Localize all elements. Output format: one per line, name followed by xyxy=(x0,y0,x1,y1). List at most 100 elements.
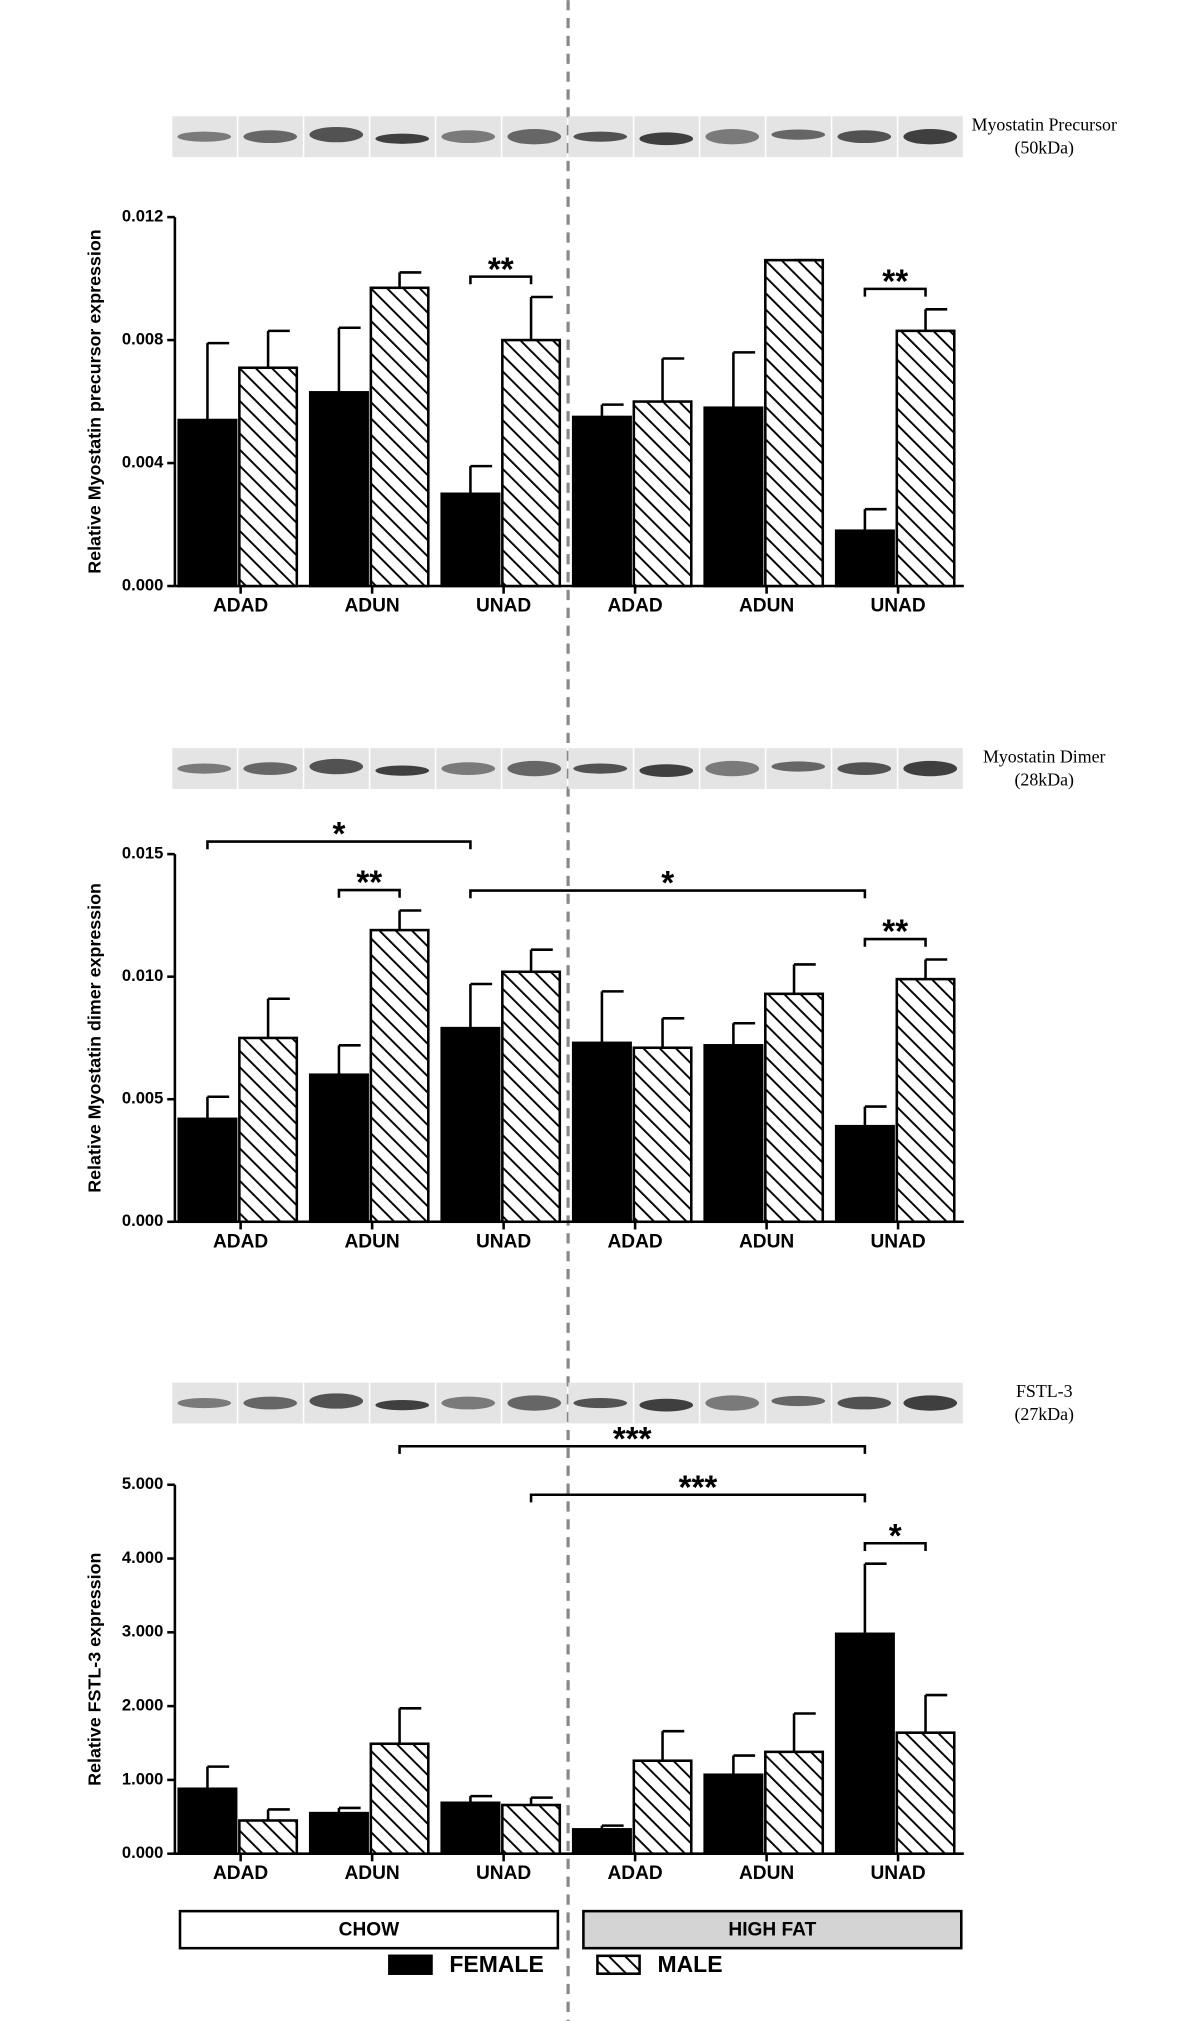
bar xyxy=(440,1026,501,1224)
y-tick-label: 0.005 xyxy=(122,1089,163,1108)
x-tick-label: UNAD xyxy=(476,1863,531,1884)
blot-band xyxy=(243,1396,298,1410)
blot-band xyxy=(177,763,232,774)
blot-band xyxy=(507,129,562,145)
error-bar xyxy=(337,1806,361,1814)
error-bar xyxy=(469,1794,493,1803)
blot-band xyxy=(771,761,826,772)
error-bar xyxy=(398,909,422,931)
bar xyxy=(703,1044,764,1224)
blot-label: (27kDa) xyxy=(1014,1404,1074,1425)
bar xyxy=(177,1117,238,1224)
blot-band xyxy=(771,129,826,140)
y-tick-label: 0.000 xyxy=(122,1843,163,1862)
bar xyxy=(238,366,299,588)
blot-band xyxy=(705,129,760,145)
bar xyxy=(238,1036,299,1224)
legend-label: MALE xyxy=(657,1951,722,1977)
blot-band xyxy=(507,760,562,777)
error-bar xyxy=(732,351,756,408)
x-tick-label: UNAD xyxy=(870,1863,925,1884)
significance-bracket xyxy=(337,888,401,898)
significance-bracket xyxy=(529,1493,867,1503)
significance-bracket xyxy=(469,889,867,899)
bar xyxy=(764,258,825,588)
blot-band xyxy=(309,1393,364,1409)
blot-band xyxy=(771,1395,826,1407)
x-tick-label: ADUN xyxy=(739,1863,794,1884)
error-bar xyxy=(206,1095,230,1119)
y-tick-label: 4.000 xyxy=(122,1548,163,1567)
error-bar xyxy=(924,958,948,980)
bar xyxy=(177,418,238,588)
error-bar xyxy=(732,1754,756,1775)
error-bar xyxy=(529,295,553,341)
x-tick-label: ADUN xyxy=(345,1231,400,1252)
y-tick-label: 0.000 xyxy=(122,1211,163,1230)
error-bar xyxy=(924,1693,948,1733)
error-bar xyxy=(792,963,816,994)
blot-band xyxy=(309,758,364,775)
error-bar xyxy=(398,1707,422,1744)
blot-band xyxy=(639,1398,694,1412)
blot-band xyxy=(705,1395,760,1411)
bar xyxy=(238,1819,299,1855)
bar xyxy=(571,1041,632,1224)
significance-label: * xyxy=(332,816,345,853)
significance-label: ** xyxy=(882,264,908,301)
blot-band xyxy=(837,130,892,144)
error-bar xyxy=(398,271,422,288)
blot-label: (50kDa) xyxy=(1014,138,1074,159)
blot-band xyxy=(243,762,298,775)
bar xyxy=(440,1801,501,1855)
bar xyxy=(369,928,430,1224)
legend-swatch xyxy=(596,1954,641,1975)
blot-band xyxy=(639,764,694,778)
bar xyxy=(703,1773,764,1855)
blot-band xyxy=(903,1395,958,1411)
error-bar xyxy=(600,403,624,417)
error-bar xyxy=(337,326,361,393)
bar xyxy=(571,415,632,588)
bar xyxy=(632,1759,693,1855)
error-bar xyxy=(529,1796,553,1805)
significance-label: ** xyxy=(882,914,908,951)
y-tick-label: 0.004 xyxy=(122,452,164,471)
error-bar xyxy=(863,1562,887,1634)
blot-band xyxy=(177,131,232,142)
bar xyxy=(895,329,956,588)
y-tick-label: 0.010 xyxy=(122,966,163,985)
error-bar xyxy=(469,464,493,494)
bar xyxy=(308,1073,369,1224)
x-tick-label: UNAD xyxy=(870,596,925,617)
error-bar xyxy=(732,1021,756,1046)
significance-label: * xyxy=(889,1518,902,1555)
bar xyxy=(369,286,430,588)
x-tick-label: ADAD xyxy=(607,1863,662,1884)
blot-band xyxy=(837,762,892,775)
x-tick-label: ADUN xyxy=(345,1863,400,1884)
x-tick-label: ADAD xyxy=(607,1231,662,1252)
bar xyxy=(632,400,693,588)
bar xyxy=(501,970,562,1224)
bar xyxy=(834,1124,895,1224)
blot-band xyxy=(573,131,628,142)
error-bar xyxy=(661,1729,685,1761)
y-tick-label: 5.000 xyxy=(122,1474,163,1493)
y-tick-label: 3.000 xyxy=(122,1622,163,1641)
x-tick-label: ADUN xyxy=(739,596,794,617)
bar xyxy=(895,1731,956,1855)
blot-band xyxy=(705,760,760,777)
bar xyxy=(834,1632,895,1855)
error-bar xyxy=(266,997,290,1038)
error-bar xyxy=(600,1824,624,1830)
error-bar xyxy=(661,1017,685,1048)
blot-band xyxy=(573,763,628,774)
error-bar xyxy=(266,329,290,368)
blot-band xyxy=(573,1397,628,1409)
blot-band xyxy=(441,130,496,144)
significance-bracket xyxy=(863,1542,927,1551)
blot-band xyxy=(177,1397,232,1409)
significance-label: *** xyxy=(613,1421,652,1458)
error-bar xyxy=(661,357,685,402)
